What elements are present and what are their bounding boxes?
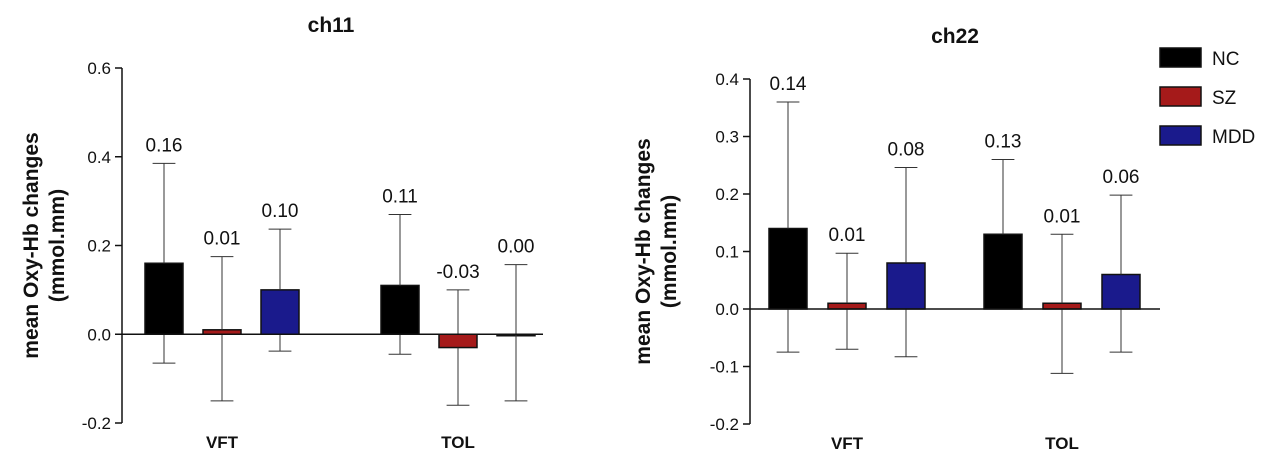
- legend-label: SZ: [1212, 88, 1237, 109]
- y-axis-title: mean Oxy-Hb changes (mmol.mm): [632, 138, 681, 364]
- y-tick-label: 0.4: [715, 70, 739, 89]
- data-label: 0.08: [888, 140, 925, 161]
- y-tick-label: -0.1: [710, 358, 739, 377]
- y-axis-title-line: (mmol.mm): [46, 189, 69, 302]
- legend-label: NC: [1212, 49, 1239, 70]
- bar-NC-TOL: [380, 284, 420, 335]
- bar-MDD-TOL: [1101, 273, 1141, 310]
- data-label: -0.03: [436, 262, 479, 283]
- data-label: 0.06: [1103, 167, 1140, 188]
- legend-swatch-NC: [1159, 47, 1202, 68]
- data-label: 0.01: [1044, 206, 1081, 227]
- data-label: 0.01: [829, 225, 866, 246]
- category-label: VFT: [206, 433, 239, 452]
- category-label: VFT: [831, 434, 864, 453]
- bar-MDD-VFT: [260, 289, 300, 335]
- y-tick-label: 0.0: [87, 325, 111, 344]
- bar-MDD-VFT: [886, 262, 926, 310]
- data-label: 0.10: [262, 201, 299, 222]
- y-tick-label: 0.0: [715, 300, 739, 319]
- bar-NC-VFT: [144, 262, 184, 335]
- bar-SZ-TOL: [438, 333, 478, 349]
- bar-SZ-TOL: [1042, 302, 1082, 310]
- y-axis-title-line: mean Oxy-Hb changes: [20, 132, 43, 358]
- data-label: 0.11: [382, 186, 418, 207]
- y-tick-label: 0.3: [715, 128, 739, 147]
- chart-title: ch11: [308, 14, 355, 37]
- y-axis-title-line: mean Oxy-Hb changes: [632, 138, 655, 364]
- category-label: TOL: [1045, 434, 1079, 453]
- data-label: 0.14: [770, 74, 807, 95]
- y-tick-label: 0.2: [715, 185, 739, 204]
- chart-ch22: ch22 mean Oxy-Hb changes (mmol.mm) -0.2 -0.1…: [632, 25, 1160, 453]
- legend: NC SZ MDD: [1159, 47, 1255, 148]
- y-tick-label: -0.2: [710, 415, 739, 434]
- y-axis-title-line: (mmol.mm): [658, 195, 681, 308]
- data-label: 0.00: [498, 237, 535, 258]
- data-label: 0.01: [204, 229, 241, 250]
- category-label: TOL: [441, 433, 475, 452]
- legend-swatch-MDD: [1159, 125, 1202, 146]
- y-tick-label: 0.1: [715, 243, 739, 262]
- data-label: 0.13: [985, 132, 1022, 153]
- bar-NC-TOL: [983, 233, 1023, 310]
- bar-NC-VFT: [768, 227, 808, 310]
- legend-swatch-SZ: [1159, 86, 1202, 107]
- y-tick-label: 0.4: [87, 148, 111, 167]
- y-tick-label: 0.6: [87, 59, 111, 78]
- y-tick-label: -0.2: [82, 414, 111, 433]
- bar-SZ-VFT: [827, 302, 867, 310]
- legend-label: MDD: [1212, 127, 1255, 148]
- data-label: 0.16: [146, 135, 183, 156]
- chart-title: ch22: [931, 25, 979, 48]
- y-tick-label: 0.2: [87, 237, 111, 256]
- y-axis-title: mean Oxy-Hb changes (mmol.mm): [20, 132, 69, 358]
